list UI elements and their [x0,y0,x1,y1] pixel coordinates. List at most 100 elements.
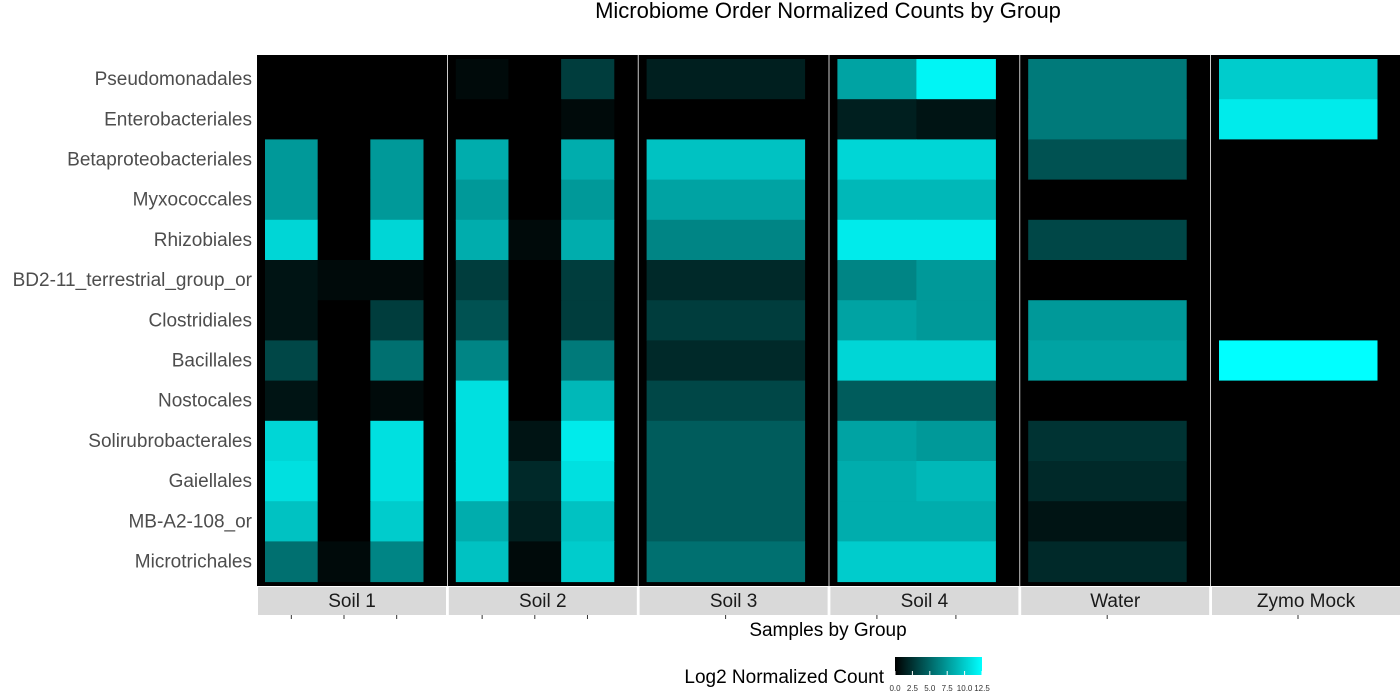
heatmap-cell [1219,501,1378,542]
heatmap-cell [508,139,562,181]
heatmap-cell [1219,300,1378,341]
row-label: Enterobacteriales [104,109,252,130]
heatmap-cell [837,179,917,221]
heatmap-cell [1219,99,1378,140]
panel-5 [1211,55,1400,586]
heatmap-cell [1219,380,1378,422]
heatmap-cell [508,340,562,382]
heatmap-cell [455,59,509,100]
heatmap-cell [370,541,424,583]
heatmap-cell [561,179,615,221]
row-label: Nostocales [158,391,252,412]
row-label: Myxococcales [133,190,252,211]
heatmap-cell [561,99,615,140]
heatmap-cell [916,461,996,502]
heatmap-cell [265,501,319,542]
heatmap-cell [317,340,371,382]
heatmap-cell [370,139,424,181]
heatmap-cell [455,179,509,221]
heatmap-cell [916,219,996,261]
heatmap-cell [265,219,319,261]
strip-background [1212,587,1400,615]
legend-title: Log2 Normalized Count [684,667,884,688]
heatmap-cell [508,501,562,542]
heatmap-cell [508,420,562,462]
heatmap-cell [646,179,806,221]
x-ticks [290,615,1299,619]
strip-background [639,587,828,615]
row-label: Clostridiales [149,310,252,331]
strip-background [1021,587,1210,615]
heatmap-cell [265,139,319,181]
heatmap-cell [916,541,996,583]
heatmap-cell [317,260,371,301]
heatmap-cell [646,300,806,341]
row-label: Pseudomonadales [95,69,252,90]
heatmap-cell [508,59,562,100]
heatmap-cell [646,219,806,261]
heatmap-cell [1028,300,1187,341]
heatmap-cell [837,461,917,502]
panels [257,55,1400,586]
heatmap-cell [317,179,371,221]
x-axis-label: Samples by Group [749,620,906,641]
heatmap-cell [317,219,371,261]
heatmap-cell [508,300,562,341]
heatmap-cell [916,179,996,221]
heatmap-cell [1219,541,1378,583]
heatmap-cell [455,139,509,181]
heatmap-cell [646,420,806,462]
heatmap-cell [916,380,996,422]
heatmap-cell [1219,461,1378,502]
heatmap-cell [317,99,371,140]
heatmap-cell [561,420,615,462]
heatmap-cell [317,380,371,422]
chart-title: Microbiome Order Normalized Counts by Gr… [595,0,1061,23]
heatmap-cell [317,420,371,462]
heatmap-cell [508,99,562,140]
heatmap-cell [370,59,424,100]
heatmap-cell [265,541,319,583]
heatmap-cell [561,59,615,100]
heatmap-cell [265,179,319,221]
heatmap-cell [561,461,615,502]
legend-ticks: 0.0 2.5 5.0 7.5 10.0 12.5 [889,671,990,693]
heatmap-cell [916,501,996,542]
heatmap-cell [646,99,806,140]
strip-background [830,587,1019,615]
group-strips: Soil 1 Soil 2 Soil 3 Soil 4 Water Zymo Mock [258,587,1400,615]
row-labels: Pseudomonadales Enterobacteriales Betaprot… [13,69,253,572]
heatmap-cell [455,380,509,422]
heatmap-cell [370,260,424,301]
heatmap-cell [646,260,806,301]
heatmap-cell [916,59,996,100]
heatmap-cell [508,260,562,301]
strip-label: Soil 2 [519,591,567,612]
heatmap-cell [1028,340,1187,382]
row-label: Bacillales [172,351,252,372]
heatmap-cell [1219,139,1378,181]
strip-label: Soil 1 [328,591,376,612]
heatmap-cell [455,461,509,502]
heatmap-cell [1028,260,1187,301]
heatmap-cell [1028,501,1187,542]
heatmap-cell [455,541,509,583]
heatmap-cell [1028,219,1187,261]
heatmap-cell [1028,59,1187,100]
heatmap-cell [837,380,917,422]
heatmap-cell [561,219,615,261]
heatmap-cell [837,260,917,301]
heatmap-cell [916,99,996,140]
heatmap-cell [455,420,509,462]
heatmap-cell [646,501,806,542]
legend-tick-label: 2.5 [907,684,919,693]
row-label: Microtrichales [135,552,252,573]
legend-tick-label: 7.5 [942,684,954,693]
heatmap-cell [265,461,319,502]
heatmap-cell [837,59,917,100]
legend-tick-label: 0.0 [889,684,901,693]
heatmap-cell [561,501,615,542]
heatmap-cell [370,420,424,462]
heatmap-cell [370,461,424,502]
